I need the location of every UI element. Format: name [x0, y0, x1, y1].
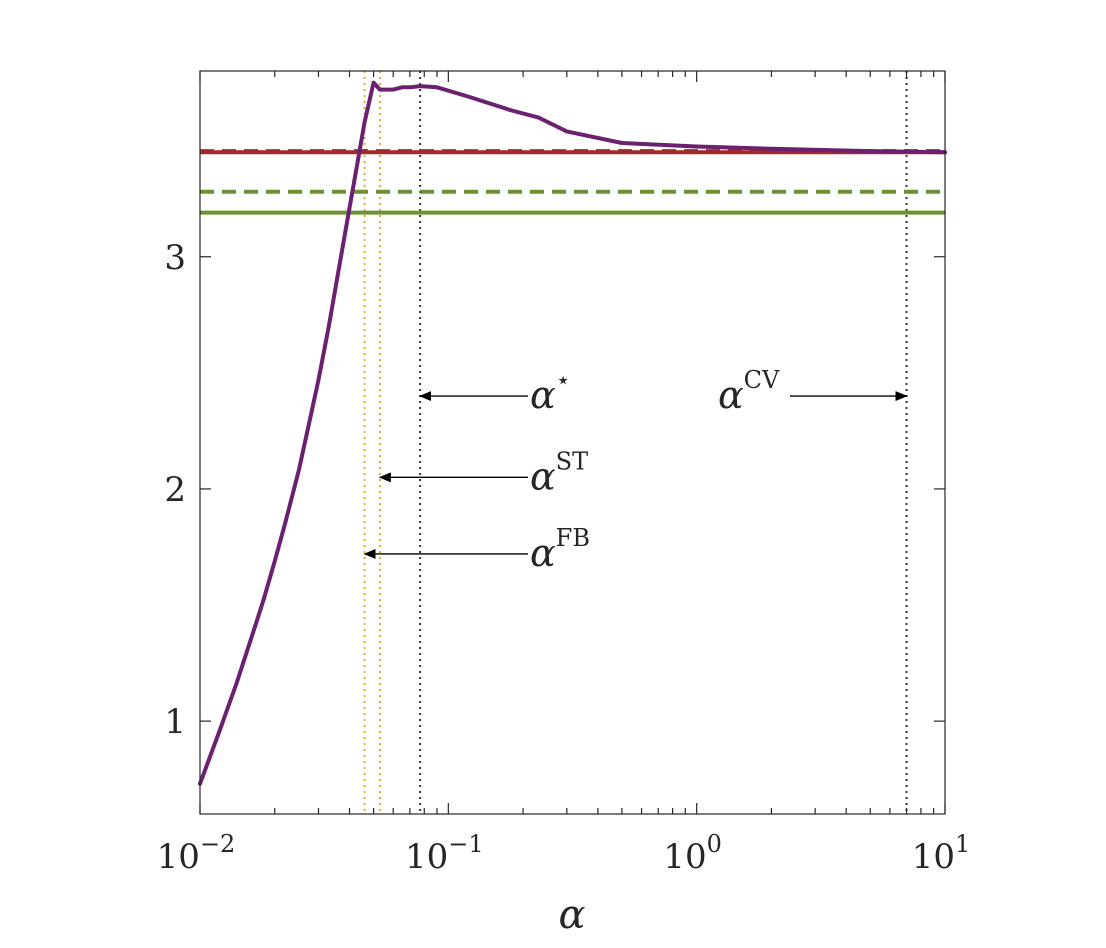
x-axis-label: α: [558, 892, 585, 938]
x-tick-label-0: 10−2: [157, 830, 236, 877]
annotation-label-3: αCV: [718, 366, 780, 417]
x-tick-label-3: 101: [912, 830, 971, 877]
x-tick-label-2: 100: [663, 830, 722, 877]
annotation-1: αST: [378, 447, 588, 498]
annotation-label-2: αFB: [530, 524, 590, 575]
y-tick-label-2: 3: [164, 238, 186, 278]
annotation-0: α⋆: [419, 366, 571, 417]
series-curve: [198, 80, 947, 786]
y-tick-label-0: 1: [164, 702, 186, 742]
annotation-layer: α⋆ αST αFB αCV: [363, 366, 908, 575]
y-tick-label-1: 2: [164, 470, 186, 510]
plot-area-frame: [199, 70, 946, 815]
annotation-2: αFB: [363, 524, 590, 575]
annotation-label-1: αST: [530, 447, 588, 498]
x-tick-label-1: 10−1: [405, 830, 484, 877]
plot-layer: [198, 71, 947, 814]
annotation-label-0: α⋆: [530, 366, 571, 417]
ticks-layer: 10−2 10−1 100 101 1 2 3: [157, 71, 971, 877]
annotation-3: αCV: [718, 366, 908, 417]
